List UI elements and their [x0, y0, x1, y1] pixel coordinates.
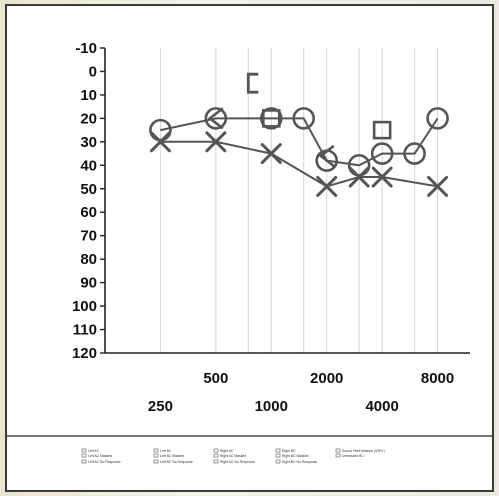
x-tick-label: 2000 — [310, 370, 343, 387]
data-point-x — [348, 166, 370, 188]
y-tick-label: 10 — [80, 87, 97, 104]
data-point-square — [372, 120, 392, 140]
x-tick-label: 1000 — [255, 398, 288, 415]
legend-label: Left AC — [88, 449, 100, 453]
legend-label: Left BC Masked — [160, 454, 184, 458]
data-point-bracket-angle — [207, 107, 224, 130]
data-point-x — [316, 175, 338, 197]
y-tick-label: 100 — [72, 298, 97, 315]
legend-symbol — [153, 448, 159, 453]
data-point-circle — [204, 107, 228, 130]
data-point-circle — [347, 154, 371, 177]
legend-symbol — [213, 459, 219, 464]
legend-symbol — [81, 453, 87, 458]
y-tick-label: 90 — [80, 275, 97, 292]
y-tick-label: 110 — [73, 322, 97, 339]
legend-symbol — [213, 453, 219, 458]
legend-label: Right AC Masked — [220, 454, 246, 458]
data-point-circle — [292, 107, 316, 130]
data-point-circle — [259, 107, 283, 130]
series-markers — [149, 72, 449, 197]
data-point-x — [149, 131, 171, 153]
legend-label: Right BC — [282, 449, 296, 453]
x-tick-label: 4000 — [365, 398, 398, 415]
y-tick-label: 30 — [80, 134, 97, 151]
axes — [100, 47, 470, 354]
data-point-x — [205, 131, 227, 153]
y-tick-labels: -10 0 10 20 30 40 50 60 70 80 90 100 110 120 — [72, 40, 97, 362]
y-tick-label: 70 — [80, 228, 97, 245]
data-point-circle — [403, 142, 426, 165]
legend-symbol — [335, 448, 341, 453]
data-point-circle — [370, 142, 394, 165]
y-tick-label: -10 — [75, 40, 97, 57]
legend-label: Right AC No Response — [220, 460, 255, 464]
y-tick-label: 40 — [80, 157, 97, 174]
series-line — [160, 140, 438, 188]
y-tick-label: 120 — [72, 345, 97, 362]
legend-symbol — [213, 448, 219, 453]
legend-label: Left BC No Response — [160, 460, 193, 464]
legend-label: Sound Field Masked (SSPL) — [342, 449, 385, 453]
legend-label: Right BC Masked — [282, 454, 308, 458]
data-point-square — [261, 109, 281, 128]
data-point-circle — [149, 118, 172, 142]
legend-symbol — [275, 448, 281, 453]
data-point-x — [371, 166, 393, 188]
legend-label: Right BC No Response — [282, 460, 317, 464]
x-tick-label: 250 — [148, 398, 173, 415]
legend-symbol — [153, 459, 159, 464]
data-point-bracket — [246, 72, 259, 94]
data-point-bracket-angle — [318, 144, 335, 167]
legend-symbol — [81, 459, 87, 464]
data-point-x — [260, 143, 282, 165]
x-tick-label: 8000 — [421, 370, 454, 387]
legend-label: Left AC Masked — [88, 454, 112, 458]
data-point-x — [427, 175, 449, 197]
y-tick-label: 50 — [80, 181, 97, 198]
x-tick-labels: 500 2000 8000 250 1000 4000 — [148, 370, 454, 415]
legend-symbol — [275, 459, 281, 464]
legend-label: Left BC — [160, 449, 172, 453]
y-tick-label: 20 — [80, 110, 97, 127]
x-tick-label: 500 — [203, 370, 228, 387]
legend-symbol — [275, 453, 281, 458]
grid-lines — [159, 48, 439, 353]
legend-label: Left AC No Response — [88, 460, 121, 464]
y-tick-label: 0 — [89, 63, 97, 80]
legend-label: Unmasked BC — [342, 454, 364, 458]
legend: Left AC Left BC Right AC Right BC Sound Fiel… — [7, 435, 492, 464]
y-tick-label: 80 — [80, 251, 97, 268]
y-tick-label: 60 — [80, 204, 97, 221]
legend-symbol — [81, 448, 87, 453]
data-point-circle — [426, 107, 449, 130]
legend-symbol — [153, 453, 159, 458]
legend-label: Right AC — [220, 449, 234, 453]
legend-symbol — [335, 453, 341, 458]
